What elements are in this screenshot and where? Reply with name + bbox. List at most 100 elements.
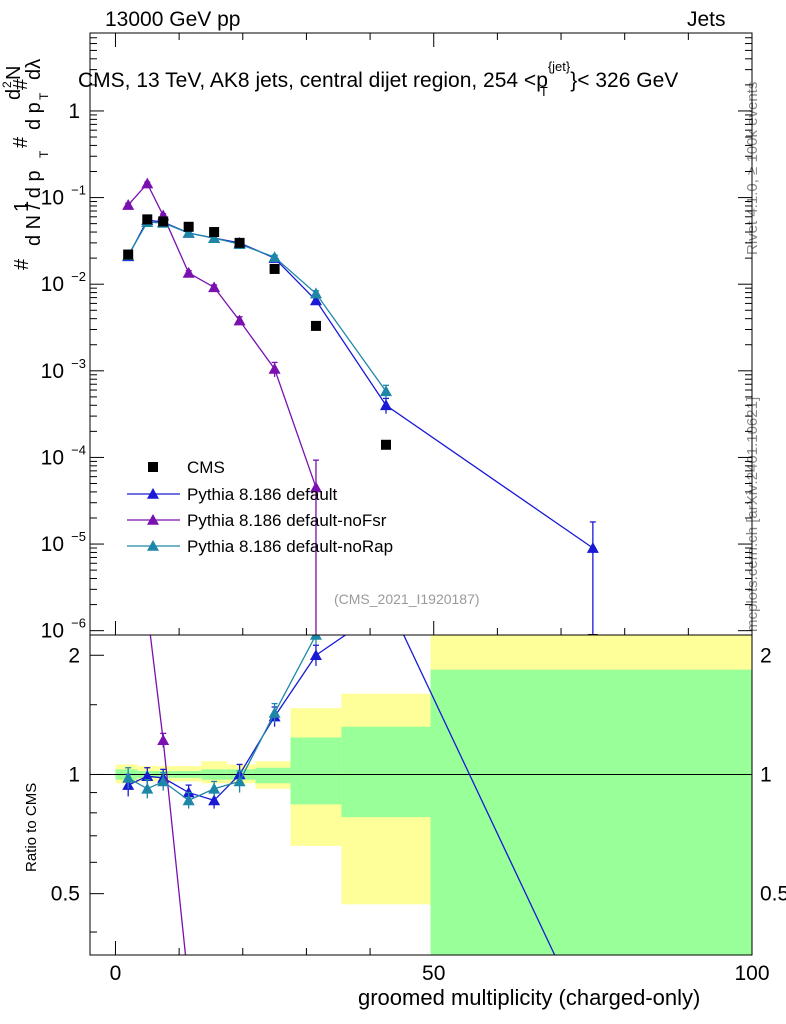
ratio-marker-norap (157, 775, 170, 787)
y-title-n: N (3, 66, 25, 80)
ratio-y-tick-label-right: 2 (760, 644, 772, 667)
band-inner (290, 737, 342, 805)
top-y-tick-exponent: −1 (71, 183, 86, 198)
top-y-tick-exponent: −5 (71, 529, 86, 544)
series-marker-default (379, 399, 392, 411)
energy-label: 13000 GeV pp (105, 8, 241, 31)
band-inner (341, 726, 431, 818)
ratio-y-tick-label-right: 0.5 (760, 883, 786, 906)
y-title-dpt: d p (23, 102, 45, 130)
y-title-t1: T (37, 150, 51, 158)
ratio-marker-norap (233, 775, 246, 787)
top-y-tick-exponent: −4 (71, 442, 86, 457)
plot-title: CMS, 13 TeV, AK8 jets, central dijet reg… (78, 59, 679, 99)
ratio-marker-nofsr (157, 734, 170, 746)
series-marker-nofsr (208, 281, 221, 293)
x-tick-label: 100 (734, 962, 769, 985)
category-label: Jets (687, 8, 726, 31)
legend-marker-nofsr (147, 514, 159, 525)
plot-title-sup: {jet} (547, 59, 571, 74)
series-marker-default (309, 294, 322, 306)
series-marker-default (586, 542, 599, 553)
ratio-plot (122, 635, 556, 955)
ratio-tail-default (315, 635, 556, 955)
y-title-t2: T (37, 92, 51, 100)
cms-marker (380, 439, 391, 450)
top-plot-clipped (122, 177, 599, 635)
y-title-dn: d N / d p (23, 170, 45, 246)
legend-label-default: Pythia 8.186 default (187, 485, 338, 504)
x-axis-label: groomed multiplicity (charged-only) (358, 985, 701, 1010)
cms-marker (234, 237, 245, 248)
series-marker-nofsr (268, 362, 281, 374)
ratio-y-ticks: 0.5 0.5 1 1 2 2 (51, 644, 786, 933)
ratio-y-tick-label-right: 1 (760, 763, 772, 786)
y-title-hash-2: # (10, 136, 32, 148)
top-y-tick-exponent: −2 (71, 269, 86, 284)
plot-title-sub: T (539, 84, 548, 99)
x-tick-label: 0 (110, 962, 122, 985)
ratio-uncertainty-bands (115, 635, 752, 955)
series-marker-nofsr (233, 314, 246, 326)
y-title-hash-1: # (11, 258, 33, 270)
series-marker-norap (379, 385, 392, 397)
ratio-y-tick-label: 1 (68, 763, 80, 786)
cms-marker (123, 249, 134, 260)
ratio-plot-clipped (122, 635, 556, 955)
top-y-tick-label: 10 (41, 360, 64, 383)
series-marker-norap (182, 226, 195, 238)
ratio-marker-norap (182, 794, 195, 806)
x-tick-label: 50 (422, 962, 445, 985)
top-y-tick-label: 10 (41, 187, 64, 210)
series-marker-norap (268, 251, 281, 262)
legend-marker-default (147, 488, 159, 499)
cms-marker (142, 214, 153, 225)
ratio-frame (89, 634, 753, 956)
ratio-marker-default (141, 770, 154, 781)
series-line-norap (127, 221, 387, 392)
plot-title-end: }< 326 GeV (570, 69, 679, 92)
series-marker-nofsr (309, 481, 322, 493)
cms-marker (269, 263, 280, 274)
ratio-y-tick-label: 2 (68, 644, 80, 667)
series-marker-norap (309, 287, 322, 299)
top-y-tick-exponent: −3 (71, 356, 86, 371)
ratio-marker-norap (208, 782, 221, 794)
plot-title-main: CMS, 13 TeV, AK8 jets, central dijet reg… (78, 69, 548, 92)
legend-cms-marker (148, 462, 158, 472)
y-title-sq: 2 (0, 81, 14, 88)
top-y-ticks: 10 −6 10 −5 10 −4 10 −3 10 −2 10 −1 1 (41, 37, 752, 643)
series-line-nofsr (127, 182, 317, 488)
top-y-tick-label: 10 (41, 446, 64, 469)
y-title-d2n: d (3, 89, 25, 100)
y-axis-title: # 1 d N / d p T # d 2 N d p T # dλ (0, 59, 51, 270)
ratio-marker-norap (309, 635, 322, 640)
top-y-tick-label: 10 (41, 533, 64, 556)
series-marker-norap (208, 232, 221, 243)
series-marker-nofsr (141, 177, 154, 189)
ratio-marker-norap (122, 771, 135, 783)
watermark: (CMS_2021_I1920187) (334, 591, 480, 607)
band-inner (430, 669, 752, 955)
top-y-tick-label: 1 (68, 100, 80, 123)
ratio-marker-norap (268, 706, 281, 718)
ratio-marker-default (208, 794, 221, 806)
top-plot (122, 177, 599, 635)
legend-marker-norap (147, 540, 159, 551)
y-title-1: 1 (11, 201, 33, 212)
ratio-marker-norap (141, 782, 154, 794)
ratio-y-tick-label: 0.5 (51, 883, 80, 906)
legend-label-nofsr: Pythia 8.186 default-noFsr (187, 511, 387, 530)
legend: CMS Pythia 8.186 default Pythia 8.186 defa… (127, 458, 393, 556)
series-marker-nofsr (182, 266, 195, 278)
band-inner (255, 767, 291, 784)
series-marker-nofsr (122, 199, 135, 210)
y-title-hash-3: # (10, 78, 32, 90)
cms-marker (183, 221, 194, 232)
ratio-line-nofsr (149, 635, 187, 955)
legend-label-norap: Pythia 8.186 default-noRap (187, 537, 393, 556)
ratio-marker-default (309, 649, 322, 661)
cms-marker (158, 216, 169, 227)
y-title-dl: dλ (23, 59, 45, 80)
